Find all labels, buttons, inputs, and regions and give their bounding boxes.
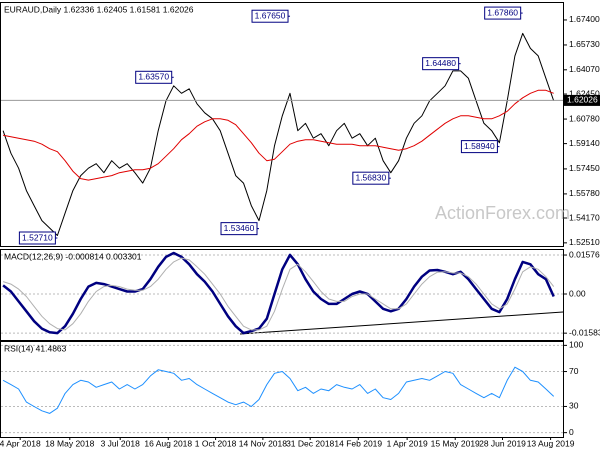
y-tick-label: 1.54170 (569, 212, 600, 222)
panel-frame (0, 249, 564, 341)
y-tick-label: 1.52510 (569, 237, 600, 247)
annotation-label: 1.67860 (487, 7, 518, 17)
series-line (2, 257, 555, 331)
y-tick-label: 1.64070 (569, 64, 600, 74)
series-line (3, 89, 554, 181)
panel-title: EURAUD,Daily 1.62336 1.62405 1.61581 1.6… (4, 4, 194, 14)
y-tick-label: 1.67400 (569, 14, 600, 24)
series-line (2, 366, 555, 414)
x-tick-label: 15 May 2019 (431, 438, 480, 448)
annotation-label: 1.52710 (22, 232, 53, 242)
panel-frame (0, 341, 564, 438)
annotation-label: 1.64480 (425, 58, 456, 68)
y-tick-label: 0 (569, 427, 574, 437)
panel-frame (0, 2, 564, 247)
annotation-box (352, 171, 390, 185)
x-tick-label: 13 Aug 2019 (527, 438, 575, 448)
x-tick-label: 14 Nov 2018 (239, 438, 287, 448)
x-tick-label: 31 Dec 2018 (286, 438, 334, 448)
last-price-box (564, 94, 600, 106)
panel-title: RSI(14) 41.4863 (4, 343, 67, 353)
x-tick-label: 1 Oct 2018 (195, 438, 237, 448)
x-tick-label: 28 Jun 2019 (479, 438, 526, 448)
y-tick-label: 70 (569, 366, 579, 376)
annotation-box (422, 57, 460, 71)
watermark: ActionForex.com (435, 203, 570, 223)
annotation-label: 1.58940 (464, 141, 495, 151)
panel-title: MACD(12,26,9) -0.000814 0.003301 (4, 251, 142, 261)
annotation-box (484, 6, 522, 20)
x-tick-label: 16 Aug 2018 (144, 438, 192, 448)
x-tick-label: 3 Jul 2018 (101, 438, 140, 448)
y-tick-label: 0.00 (569, 288, 586, 298)
last-price-label: 1.62026 (567, 95, 598, 105)
y-tick-label: 1.59140 (569, 138, 600, 148)
series-line (2, 251, 555, 335)
annotation-box (251, 9, 289, 23)
trend-line (239, 311, 564, 335)
annotation-label: 1.56830 (355, 172, 386, 182)
y-tick-label: 100 (569, 340, 583, 350)
annotation-label: 1.63570 (138, 72, 169, 82)
y-tick-label: 1.65730 (569, 39, 600, 49)
y-tick-label: -0.015834 (569, 327, 600, 337)
annotation-box (18, 231, 56, 245)
x-tick-label: 14 Feb 2019 (334, 438, 382, 448)
x-tick-label: 1 Apr 2019 (387, 438, 428, 448)
y-tick-label: 1.60780 (569, 113, 600, 123)
series-line (2, 32, 555, 236)
annotation-box (460, 140, 498, 154)
y-tick-label: 30 (569, 401, 579, 411)
annotation-box (135, 70, 173, 84)
x-tick-label: 18 May 2018 (45, 438, 94, 448)
y-tick-label: 0.015762 (569, 249, 600, 259)
x-tick-label: 4 Apr 2018 (0, 438, 41, 448)
y-tick-label: 1.57450 (569, 163, 600, 173)
annotation-box (220, 222, 258, 236)
y-tick-label: 1.55780 (569, 188, 600, 198)
y-tick-label: 1.62450 (569, 88, 600, 98)
annotation-label: 1.67650 (255, 10, 286, 20)
annotation-label: 1.53460 (224, 223, 255, 233)
